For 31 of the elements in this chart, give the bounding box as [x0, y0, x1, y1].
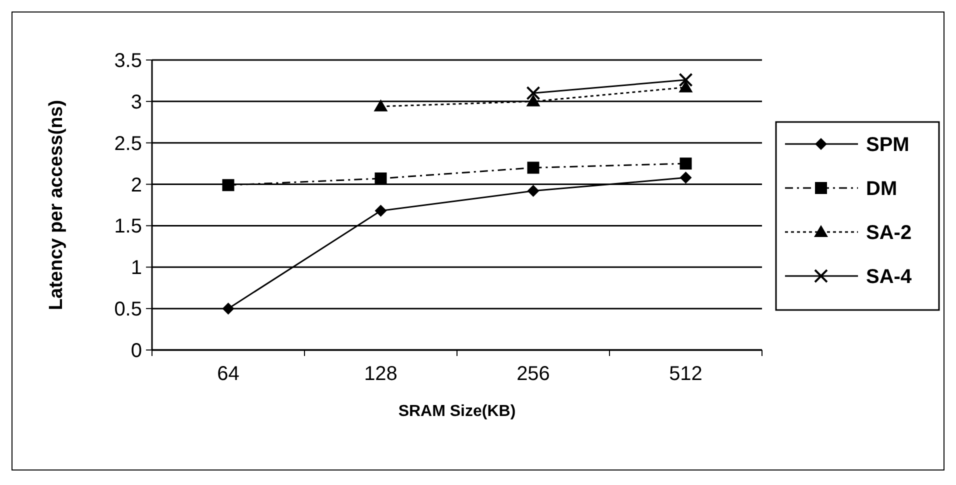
y-tick-label: 2	[130, 174, 142, 196]
y-axis-title: Latency per access(ns)	[46, 100, 67, 310]
point	[678, 80, 693, 92]
legend-label: SA-2	[866, 222, 912, 244]
point	[526, 86, 540, 100]
y-tick-label: 1.5	[114, 216, 142, 238]
legend-label: SA-4	[866, 266, 912, 288]
x-tick-label: 256	[516, 363, 550, 385]
point	[527, 162, 540, 174]
y-tick-label: 3.5	[114, 50, 142, 72]
x-tick-label: 64	[217, 363, 240, 385]
x-tick-label: 512	[669, 363, 702, 385]
y-tick-label: 0	[130, 340, 142, 362]
point	[222, 179, 234, 192]
y-tick-label: 0.5	[114, 298, 142, 321]
y-tick-label: 3	[130, 91, 142, 114]
x-axis-title: SRAM Size(KB)	[398, 403, 516, 420]
point	[680, 172, 692, 184]
point	[678, 72, 693, 87]
legend-label: SPM	[866, 134, 910, 156]
y-tick-label: 1	[130, 257, 142, 280]
point	[527, 184, 540, 197]
point	[526, 94, 540, 106]
legend-label: DM	[866, 178, 898, 200]
point	[680, 158, 692, 170]
point	[374, 172, 387, 184]
point	[374, 99, 388, 112]
x-tick-label: 128	[364, 363, 398, 385]
y-tick-label: 2.5	[114, 132, 142, 155]
point	[222, 302, 234, 315]
point	[374, 204, 387, 217]
